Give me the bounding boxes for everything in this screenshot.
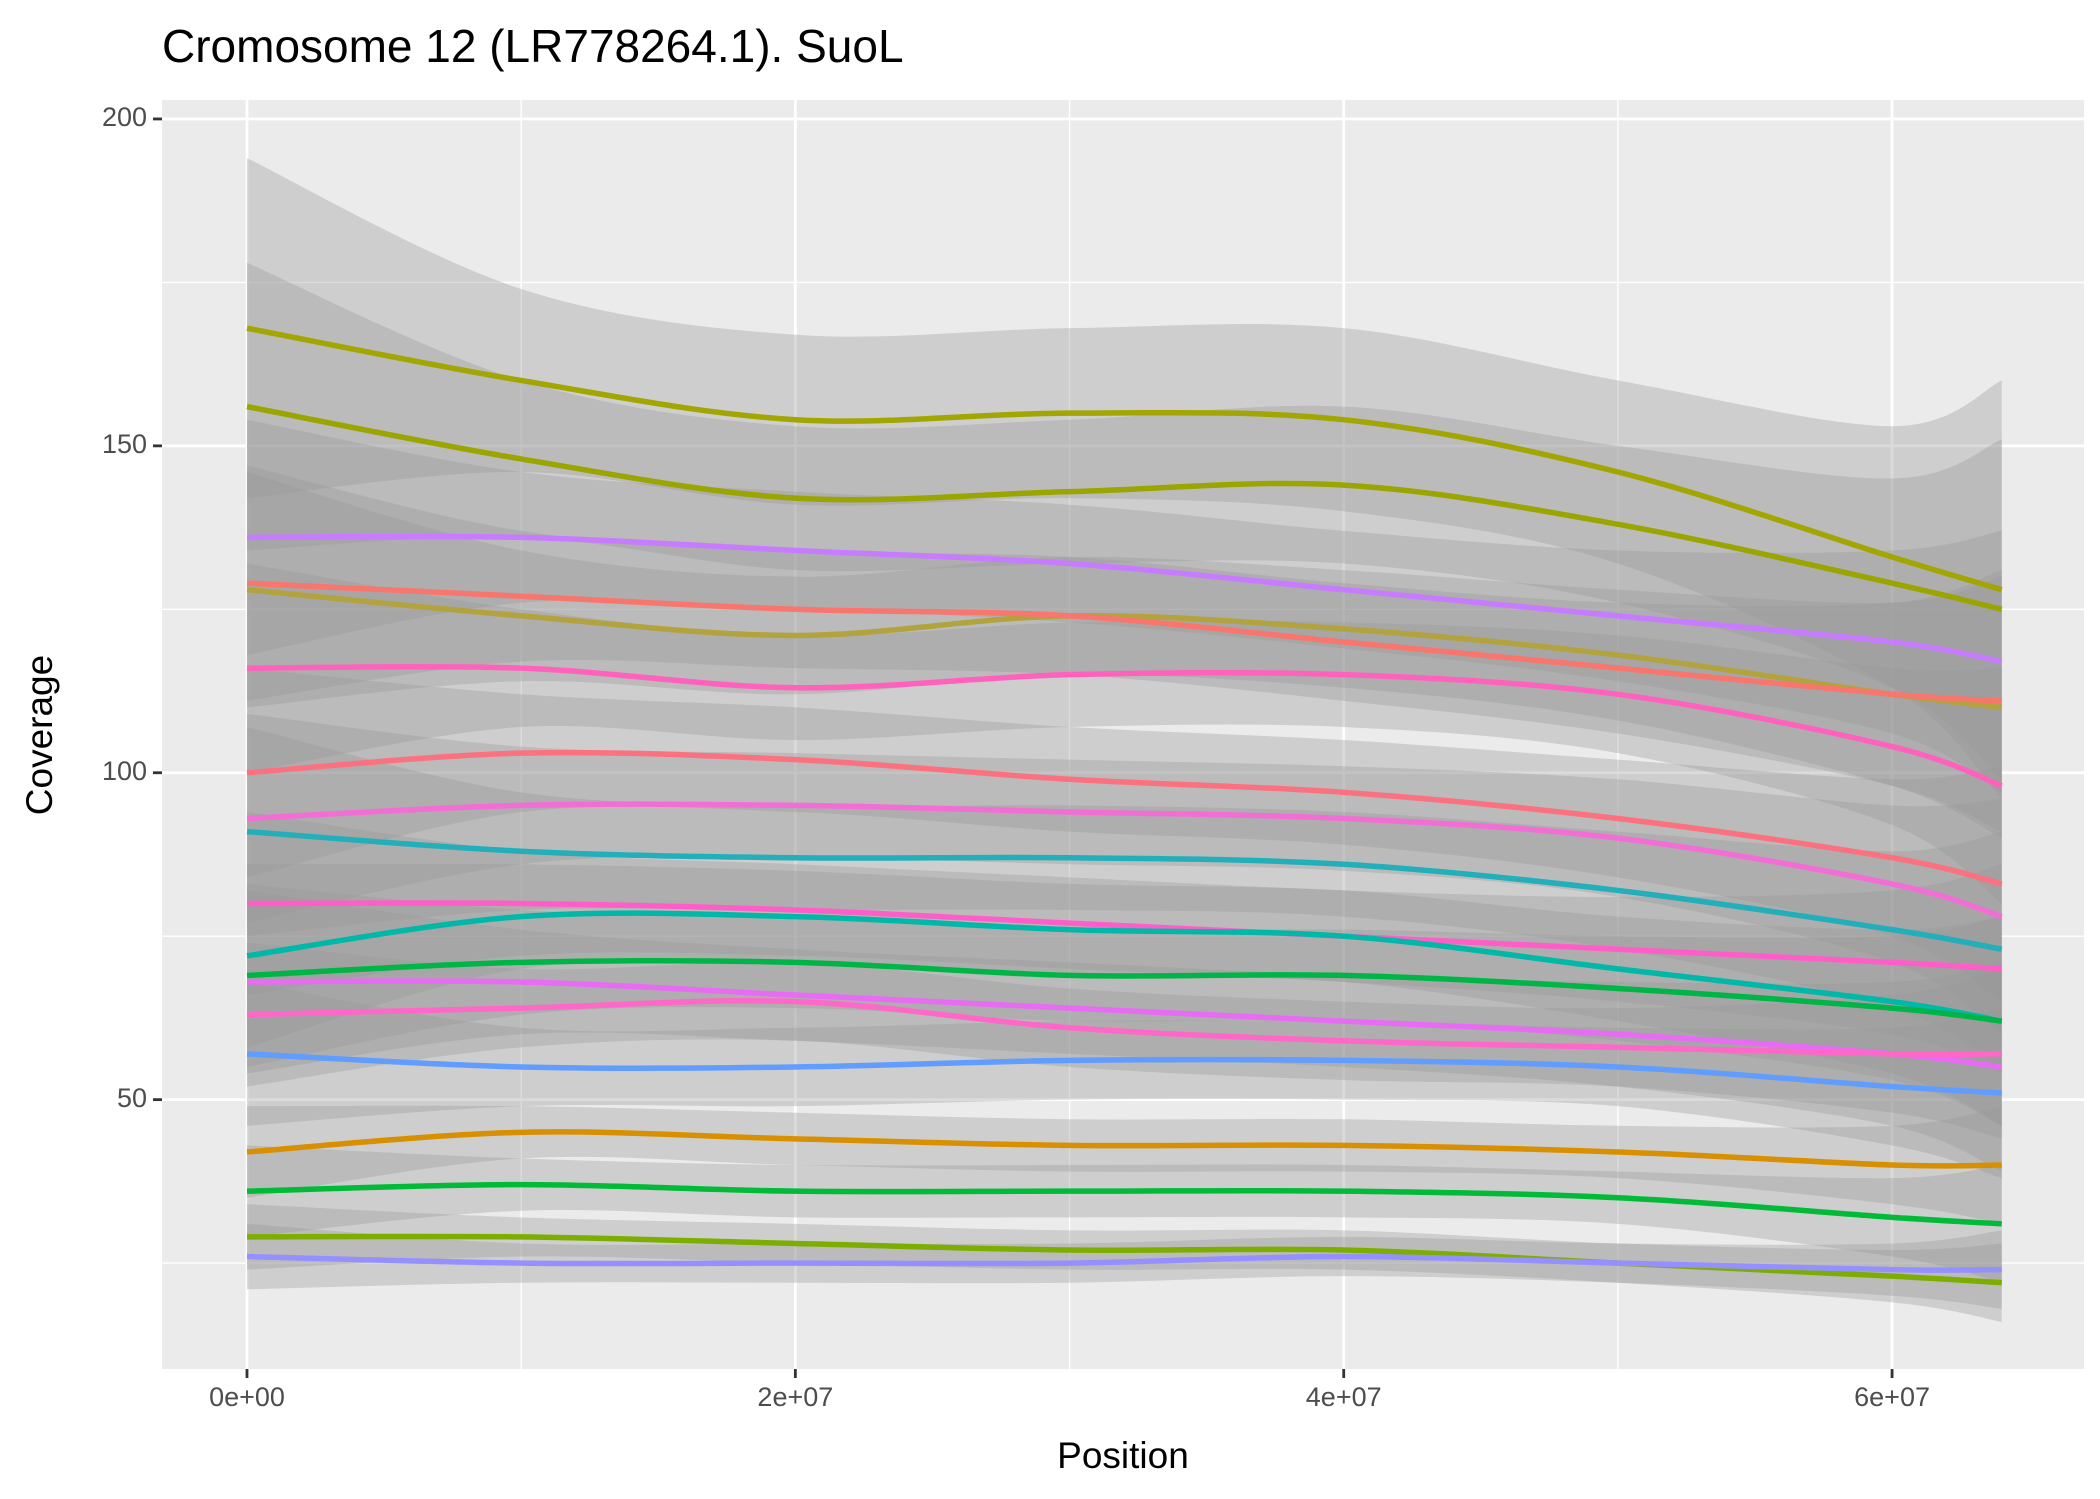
- y-tick-label: 100: [102, 756, 147, 786]
- trend-line: [246, 403, 2003, 612]
- chart-title: Cromosome 12 (LR778264.1). SuoL: [162, 20, 904, 72]
- confidence-band: [246, 472, 2002, 839]
- trend-line: [246, 533, 2003, 665]
- x-axis-title: Position: [1057, 1435, 1189, 1476]
- trend-line: [246, 663, 2003, 789]
- trend-line: [246, 749, 2003, 887]
- y-tick-label: 200: [102, 102, 147, 132]
- trend-line: [246, 1181, 2002, 1227]
- trend-line: [246, 1233, 2002, 1286]
- trend-line: [246, 998, 2002, 1058]
- confidence-band: [246, 713, 2002, 1035]
- y-tick-label: 50: [117, 1083, 147, 1113]
- trend-line: [246, 801, 2003, 920]
- trend-line: [246, 910, 2003, 1024]
- confidence-band: [246, 465, 2002, 832]
- trend-line: [246, 580, 2002, 704]
- confidence-band: [246, 1145, 2002, 1283]
- y-tick-label: 150: [102, 429, 147, 459]
- confidence-band: [246, 158, 2002, 799]
- x-tick-label: 6e+07: [1854, 1382, 1930, 1412]
- confidence-band: [246, 726, 2002, 1067]
- trend-line: [246, 828, 2003, 952]
- x-tick-label: 4e+07: [1306, 1382, 1382, 1412]
- confidence-band: [246, 811, 2002, 1074]
- trend-line: [246, 957, 2003, 1024]
- y-axis-title: Coverage: [19, 655, 60, 815]
- trend-line: [246, 1051, 2002, 1096]
- confidence-band: [246, 262, 2002, 780]
- x-tick-label: 2e+07: [757, 1382, 833, 1412]
- x-tick-label: 0e+00: [209, 1382, 285, 1412]
- confidence-band: [246, 419, 2002, 793]
- confidence-band: [246, 1223, 2002, 1309]
- trend-line: [246, 1253, 2002, 1273]
- confidence-band: [246, 668, 2002, 1002]
- trend-line: [246, 900, 2002, 972]
- trend-line: [246, 1129, 2002, 1169]
- confidence-band: [246, 863, 2002, 1126]
- trend-line: [246, 978, 2003, 1070]
- trend-line: [246, 586, 2003, 711]
- trend-line: [246, 325, 2003, 593]
